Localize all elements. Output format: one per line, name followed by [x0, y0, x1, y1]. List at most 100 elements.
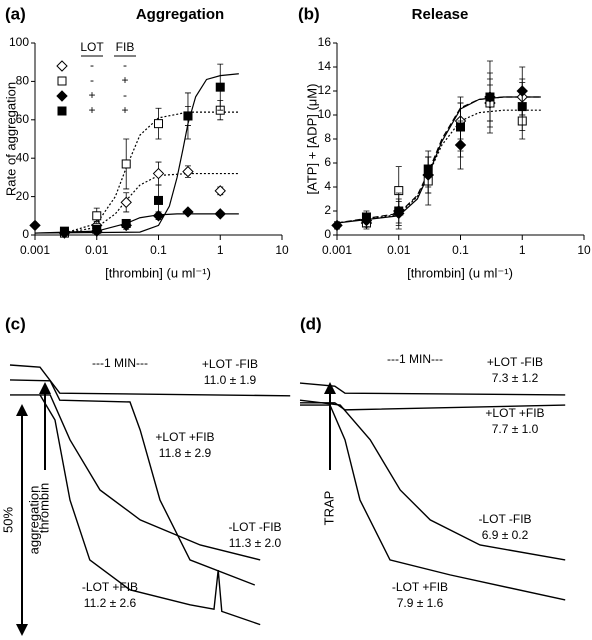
aggregation-trace	[300, 404, 566, 601]
legend-marker	[56, 60, 68, 72]
y-tick-label: 10	[318, 107, 332, 121]
x-tick-label: 0.1	[150, 243, 167, 257]
fit-curve	[34, 73, 239, 234]
legend-header: LOT	[80, 40, 104, 54]
x-tick-label: 1	[519, 243, 526, 257]
y-tick-label: 40	[16, 150, 30, 164]
legend-sign: +	[88, 88, 95, 102]
legend-marker	[57, 76, 67, 86]
trace-rate: 11.0 ± 1.9	[204, 373, 257, 387]
aggregation-trace	[10, 394, 261, 561]
y-tick-label: 4	[324, 179, 331, 193]
aggregation-trace	[299, 382, 566, 396]
x-axis-label: [thrombin] (u ml⁻¹)	[105, 265, 211, 280]
legend-sign: -	[90, 58, 94, 72]
marker	[120, 196, 132, 209]
y-tick-label: 60	[16, 112, 30, 126]
legend-sign: -	[123, 88, 127, 102]
trace-rate: 6.9 ± 0.2	[482, 528, 529, 542]
trace-label: -LOT -FIB	[478, 512, 531, 526]
marker	[182, 165, 194, 178]
panel-label: (d)	[300, 314, 322, 333]
stimulus-label: TRAP	[321, 491, 336, 526]
x-tick-label: 10	[577, 243, 591, 257]
y-tick-label: 16	[318, 35, 332, 49]
chart-title: Aggregation	[136, 6, 224, 23]
marker	[154, 195, 163, 205]
y-axis-label: [ATP] + [ADP] (μM)	[304, 84, 319, 195]
fit-curve	[336, 96, 541, 224]
y-tick-label: 14	[318, 59, 332, 73]
trace-label: +LOT -FIB	[487, 355, 543, 369]
trace-rate: 7.3 ± 1.2	[492, 371, 539, 385]
marker	[394, 206, 404, 216]
marker	[92, 224, 102, 234]
y-axis-label: Rate of aggregation	[3, 82, 18, 196]
trace-rate: 11.8 ± 2.9	[159, 446, 212, 460]
trace-label: -LOT -FIB	[228, 520, 281, 534]
marker	[121, 218, 131, 228]
legend-header: FIB	[116, 40, 135, 54]
marker	[215, 82, 225, 92]
marker	[423, 164, 433, 174]
y-tick-label: 20	[16, 189, 30, 203]
marker	[152, 167, 165, 180]
marker	[29, 219, 41, 232]
x-tick-label: 0.001	[322, 243, 352, 257]
marker	[517, 102, 527, 112]
legend-sign: -	[90, 73, 94, 87]
trace-label: -LOT +FIB	[82, 580, 138, 594]
x-tick-label: 0.001	[20, 243, 50, 257]
legend-sign: +	[121, 73, 128, 87]
fit-curve	[64, 111, 239, 234]
y-tick-label: 12	[318, 83, 332, 97]
marker	[214, 208, 226, 220]
legend-sign: +	[88, 103, 95, 117]
legend-marker	[56, 90, 68, 102]
x-tick-label: 1	[217, 243, 224, 257]
x-tick-label: 0.1	[452, 243, 469, 257]
trace-rate: 7.7 ± 1.0	[492, 422, 539, 436]
marker	[92, 211, 102, 221]
legend-marker	[57, 106, 67, 116]
y-tick-label: 80	[16, 74, 30, 88]
panel-label: (b)	[298, 4, 320, 23]
x-axis-label: [thrombin] (u ml⁻¹)	[407, 265, 513, 280]
trace-rate: 7.9 ± 1.6	[397, 596, 444, 610]
marker	[361, 212, 371, 222]
y-tick-label: 100	[9, 35, 29, 49]
marker	[182, 206, 194, 218]
y-tick-label: 0	[324, 227, 331, 241]
x-tick-label: 0.01	[85, 243, 109, 257]
aggregation-trace	[39, 394, 261, 626]
fit-curve	[336, 96, 541, 224]
time-scale-label: ---1 MIN---	[92, 356, 148, 370]
trace-label: +LOT +FIB	[485, 406, 544, 420]
fit-curve	[336, 109, 541, 224]
legend-sign: -	[123, 58, 127, 72]
trace-rate: 11.2 ± 2.6	[84, 596, 137, 610]
panel-label: (a)	[5, 4, 26, 23]
y-tick-label: 0	[22, 227, 29, 241]
y-tick-label: 2	[324, 203, 331, 217]
y-tick-label: 8	[324, 131, 331, 145]
fit-curve	[64, 172, 239, 234]
aggregation-trace	[299, 399, 566, 561]
y-tick-label: 6	[324, 155, 331, 169]
trace-rate: 11.3 ± 2.0	[229, 536, 282, 550]
x-tick-label: 10	[275, 243, 289, 257]
marker	[154, 119, 163, 129]
marker	[121, 159, 131, 169]
aggregation-trace	[9, 379, 256, 586]
marker	[485, 92, 495, 102]
marker	[456, 122, 465, 132]
time-scale-label: ---1 MIN---	[387, 352, 443, 366]
x-tick-label: 0.01	[387, 243, 411, 257]
marker	[183, 111, 193, 121]
marker	[214, 185, 226, 197]
stimulus-label: thrombin	[36, 483, 51, 534]
trace-label: +LOT -FIB	[202, 357, 258, 371]
legend-sign: +	[121, 103, 128, 117]
trace-label: -LOT +FIB	[392, 580, 448, 594]
